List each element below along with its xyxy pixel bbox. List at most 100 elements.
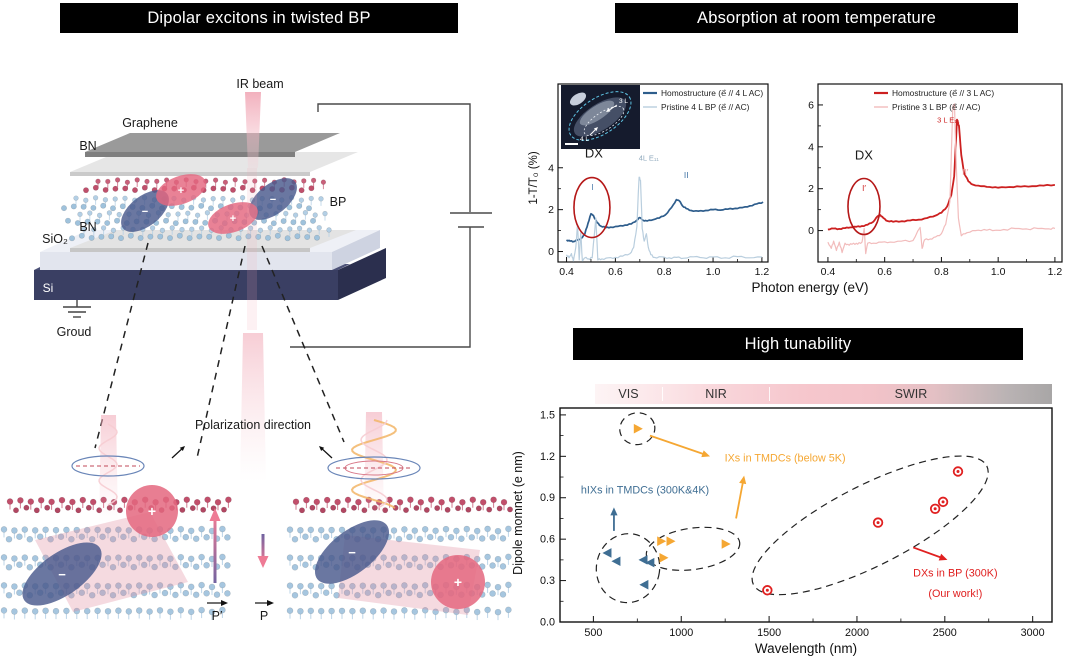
atom: [96, 212, 103, 218]
atom: [296, 202, 303, 209]
atom: [177, 525, 185, 533]
atom: [182, 533, 190, 541]
atom: [312, 535, 320, 543]
atom: [326, 227, 332, 233]
atom: [167, 608, 174, 616]
atom: [309, 504, 316, 511]
atom: [301, 178, 307, 184]
hole-blob-right: [431, 555, 485, 609]
band-swir: SWIR: [769, 387, 1052, 401]
atom: [0, 607, 8, 614]
atom: [489, 590, 496, 597]
series-pristine-4L: [565, 176, 762, 262]
atom: [442, 606, 450, 614]
wavelength-axis-label: Wavelength (nm): [754, 641, 858, 656]
atom: [473, 555, 481, 563]
atom: [286, 607, 294, 614]
atom: [104, 526, 112, 534]
atom: [99, 533, 106, 541]
plot-frame: [817, 83, 1063, 263]
atom: [411, 527, 419, 534]
atom: [80, 203, 87, 210]
atom: [417, 498, 425, 506]
legend-label: Pristine 4 L BP (e⃗ // AC): [661, 102, 750, 112]
atom: [165, 212, 171, 218]
y-tick-label: 0.9: [540, 492, 555, 504]
atom: [125, 527, 133, 534]
atom: [5, 591, 13, 599]
atom: [306, 227, 313, 233]
atom: [112, 185, 119, 192]
atom: [102, 197, 109, 203]
series-homostructure-4L: [566, 198, 764, 243]
exciton-charge-sign: +: [230, 213, 236, 225]
atom: [302, 210, 309, 216]
atom: [78, 589, 86, 597]
atom: [322, 589, 330, 597]
atom: [406, 589, 413, 597]
atom: [249, 187, 256, 194]
atom: [401, 582, 408, 589]
y-tick-label: 2: [808, 183, 814, 195]
atom: [338, 582, 346, 590]
x-tick-label: 1500: [757, 627, 781, 639]
atom: [206, 233, 213, 240]
inset-label-4l: 4 L: [580, 136, 589, 143]
atom: [122, 195, 128, 201]
atom: [390, 555, 398, 562]
atom: [36, 533, 44, 541]
atom: [146, 608, 153, 615]
atom: [73, 607, 81, 615]
atom: [0, 554, 8, 561]
atom: [484, 581, 491, 589]
atom: [395, 563, 403, 571]
hole-blob-left: [126, 485, 178, 537]
atom: [198, 225, 205, 231]
atom: [411, 583, 419, 590]
atom: [490, 496, 497, 504]
atom: [334, 498, 341, 506]
atom: [475, 505, 482, 512]
chart-annotation: DX: [585, 145, 603, 160]
atom: [135, 607, 143, 614]
atom: [203, 561, 210, 569]
atom: [48, 498, 55, 506]
atom: [192, 563, 200, 571]
marker-IXs-in-TMDCs-below-5K: [721, 539, 731, 549]
atom: [499, 591, 507, 598]
atom: [98, 233, 105, 240]
atom: [369, 608, 377, 615]
x-tick-label: 1.0: [706, 266, 721, 278]
banner-tunability: High tunability: [573, 328, 1023, 360]
band-vis: VIS: [618, 387, 639, 401]
atom: [210, 185, 217, 192]
atom: [11, 527, 18, 534]
atom: [11, 555, 18, 562]
dipole-arrow-down-head: [257, 556, 269, 568]
label-bn-top: BN: [79, 139, 96, 153]
atom: [88, 591, 96, 599]
inset-outline-white: [583, 105, 625, 137]
atom: [114, 177, 121, 183]
exciton-charge-sign: −: [270, 194, 276, 206]
atom: [78, 533, 86, 541]
atom: [284, 235, 291, 242]
ir-beam-bottom: [240, 333, 266, 482]
atom: [349, 582, 356, 590]
atom: [118, 235, 125, 242]
si-slab-front: [34, 270, 338, 300]
atom: [60, 205, 67, 212]
atom: [505, 581, 512, 589]
atom: [313, 498, 321, 506]
atom: [182, 218, 189, 225]
atom: [26, 535, 34, 543]
atom: [220, 195, 226, 202]
atom: [31, 527, 39, 534]
atom: [307, 526, 315, 534]
atom: [52, 607, 60, 615]
atom: [108, 233, 115, 240]
cluster-ellipse: [645, 526, 741, 571]
tunability-scatter: 500 1000 1500 2000 2500 3000 0.0 0.3 0.6 0.9 1.2 1.…: [540, 407, 1053, 639]
scatter-annotation: (Our work!): [928, 588, 982, 600]
atom: [401, 526, 408, 533]
